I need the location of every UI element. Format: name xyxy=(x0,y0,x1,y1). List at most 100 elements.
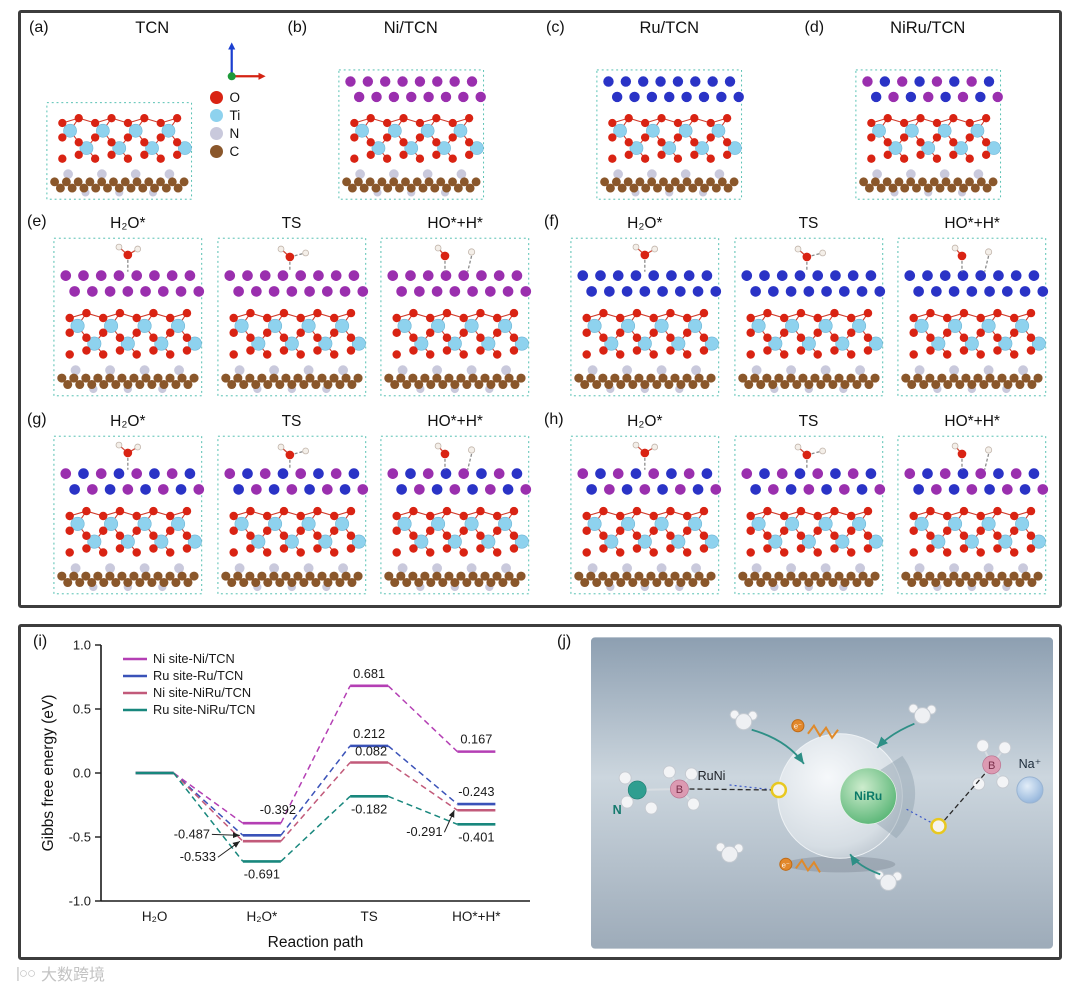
panel-g-ohh: HO*+H* xyxy=(374,409,536,601)
structure-tcn xyxy=(31,41,208,205)
svg-text:-0.533: -0.533 xyxy=(180,849,216,864)
panel-b-label: (b) xyxy=(287,19,308,36)
atom-color-dot xyxy=(209,109,223,122)
svg-text:Ni site-Ni/TCN: Ni site-Ni/TCN xyxy=(153,651,235,666)
panel-e-h2o: H₂O* xyxy=(47,211,209,403)
svg-text:-1.0: -1.0 xyxy=(69,894,91,909)
right-borohydride-molecule: B xyxy=(972,739,1012,791)
electron-icon xyxy=(791,719,805,733)
panel-d-label: (d) xyxy=(804,19,825,36)
h-transfer-bond-left xyxy=(689,788,772,791)
svg-text:0.167: 0.167 xyxy=(460,732,492,747)
atom-label: C xyxy=(229,144,240,159)
reaction-arrow xyxy=(876,722,915,749)
svg-text:-0.182: -0.182 xyxy=(351,801,387,816)
structure-svg xyxy=(380,435,532,595)
electron-icon xyxy=(779,857,793,871)
h-transfer-bond-right xyxy=(944,773,986,821)
electron-label: e⁻ xyxy=(782,860,790,869)
panel-e-label: (e) xyxy=(27,213,47,230)
boron-atom xyxy=(982,755,1002,775)
panel-g-h2o: H₂O* xyxy=(47,409,209,601)
structure-e-ts xyxy=(213,233,371,403)
atom-label: N xyxy=(229,126,240,141)
structure-e-h2o xyxy=(49,233,207,403)
watermark: |○○ 大数跨境 xyxy=(16,961,105,985)
panel-g-ts: TS xyxy=(211,409,373,601)
structure-f-ohh xyxy=(893,233,1051,403)
structures-panel-box: (a) TCN O Ti N C (b) Ni/TCN (c) Ru/TCN xyxy=(18,10,1062,608)
panel-h-ohh: HO*+H* xyxy=(891,409,1053,601)
step-title: H₂O* xyxy=(110,215,146,232)
structure-f-h2o xyxy=(566,233,724,403)
panel-f: (f) H₂O* TS HO*+H* xyxy=(540,209,1057,405)
structure-svg xyxy=(596,69,744,200)
svg-text:-0.487: -0.487 xyxy=(174,826,210,841)
structure-g-h2o xyxy=(49,431,207,601)
left-borohydride-molecule: B N xyxy=(613,765,700,817)
legend-row: C xyxy=(209,144,241,159)
panel-j: (j) xyxy=(553,631,1061,959)
panel-g-label: (g) xyxy=(27,411,47,428)
panel-a-title: TCN xyxy=(135,19,170,37)
structure-svg xyxy=(734,237,885,397)
row-structures-ef: (e) H₂O* TS HO*+H* (f) H₂O* xyxy=(23,209,1057,405)
panel-f-ohh: HO*+H* xyxy=(891,211,1053,403)
structure-h-h2o xyxy=(566,431,724,601)
svg-text:TS: TS xyxy=(360,909,377,924)
panel-h-ts: TS xyxy=(728,409,890,601)
atom-color-dot xyxy=(209,127,223,140)
row-structures-gh: (g) H₂O* TS HO*+H* (h) H₂O* xyxy=(23,407,1057,603)
svg-text:Gibbs free energy (eV): Gibbs free energy (eV) xyxy=(40,695,57,852)
svg-text:0.212: 0.212 xyxy=(353,726,385,741)
step-title: HO*+H* xyxy=(427,215,483,232)
panel-e-ts: TS xyxy=(211,211,373,403)
svg-text:Ru site-NiRu/TCN: Ru site-NiRu/TCN xyxy=(153,702,255,717)
electron-squiggle xyxy=(795,858,821,873)
step-title: HO*+H* xyxy=(427,413,483,430)
svg-text:0.0: 0.0 xyxy=(73,766,91,781)
step-title: HO*+H* xyxy=(944,413,1000,430)
structure-h-ts xyxy=(730,431,888,601)
panel-b: (b) Ni/TCN xyxy=(282,15,541,207)
mechanism-scheme: NiRu RuNi B N xyxy=(591,637,1053,949)
boron-atom xyxy=(670,779,689,799)
structure-g-ts xyxy=(213,431,371,601)
results-panel-box: (i) 1.0 0.5 0.0 -0.5 -1.0 H₂O H₂O* TS HO*+H* Reac… xyxy=(18,624,1062,960)
svg-text:-0.392: -0.392 xyxy=(260,802,296,817)
svg-text:H₂O*: H₂O* xyxy=(247,909,278,924)
structure-f-ts xyxy=(730,233,888,403)
legend-row: Ti xyxy=(209,108,240,123)
panel-a-label: (a) xyxy=(29,19,49,36)
structure-e-ohh xyxy=(376,233,534,403)
sodium-label: Na⁺ xyxy=(1019,757,1042,771)
electron-squiggle xyxy=(807,723,839,740)
svg-text:HO*+H*: HO*+H* xyxy=(452,909,501,924)
gibbs-free-energy-chart: 1.0 0.5 0.0 -0.5 -1.0 H₂O H₂O* TS HO*+H* Reaction… xyxy=(40,638,530,951)
panel-a-sidebar: O Ti N C xyxy=(209,37,280,162)
structure-svg xyxy=(380,237,532,397)
active-hydrogen-right xyxy=(930,817,947,835)
svg-text:H₂O: H₂O xyxy=(142,909,168,924)
structure-svg xyxy=(570,435,722,595)
panel-d: (d) NiRu/TCN xyxy=(799,15,1058,207)
structure-svg xyxy=(570,237,722,397)
panel-f-h2o: H₂O* xyxy=(564,211,726,403)
svg-text:-0.291: -0.291 xyxy=(406,824,442,839)
niru-core-label: NiRu xyxy=(854,789,882,803)
panel-i: (i) 1.0 0.5 0.0 -0.5 -1.0 H₂O H₂O* TS HO*+H* Reac… xyxy=(27,631,549,959)
runi-leader-line xyxy=(729,784,774,791)
electron-label: e⁻ xyxy=(794,722,802,731)
panel-c: (c) Ru/TCN xyxy=(540,15,799,207)
structure-svg xyxy=(217,237,368,397)
panel-b-title: Ni/TCN xyxy=(383,19,438,37)
structure-g-ohh xyxy=(376,431,534,601)
panel-e: (e) H₂O* TS HO*+H* xyxy=(23,209,540,405)
nitrogen-atom xyxy=(627,780,647,800)
active-hydrogen-left xyxy=(770,781,788,799)
reaction-arrow xyxy=(751,728,805,765)
panel-j-label: (j) xyxy=(557,633,572,650)
niru-core xyxy=(839,767,897,825)
boron-label: B xyxy=(988,760,995,772)
atom-color-dot xyxy=(209,145,223,158)
